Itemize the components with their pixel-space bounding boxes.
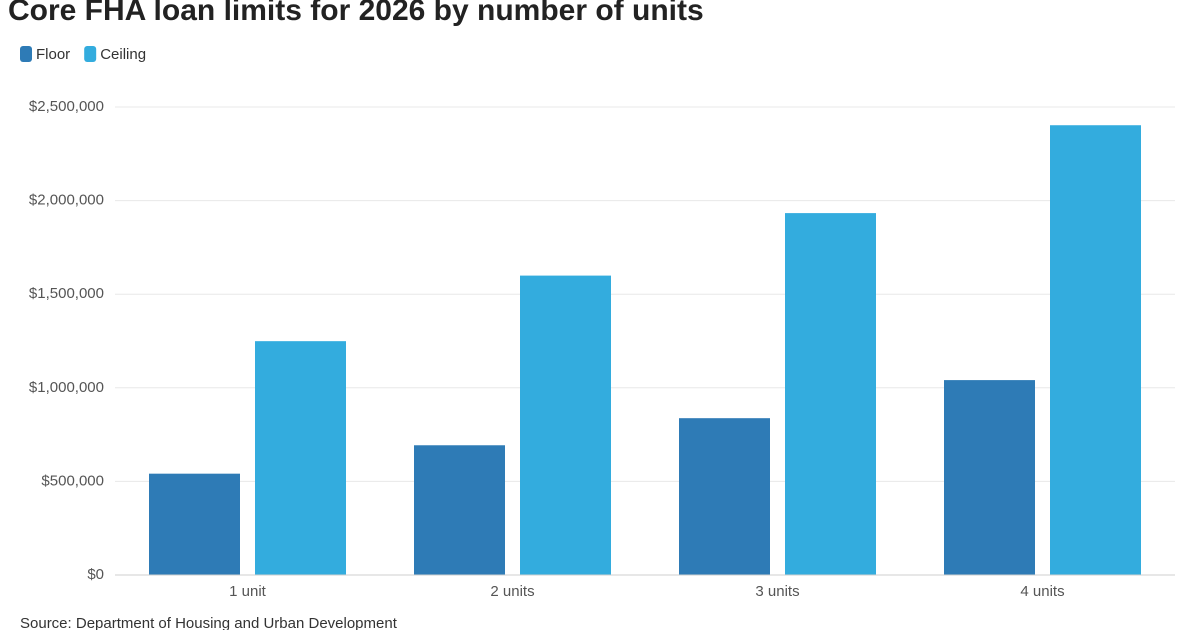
legend-label: Ceiling (100, 46, 146, 63)
y-tick-label: $2,500,000 (29, 98, 104, 115)
bar (944, 380, 1035, 575)
x-tick-label: 3 units (755, 583, 799, 600)
bar (255, 341, 346, 575)
x-tick-label: 1 unit (229, 583, 267, 600)
legend-swatch (20, 46, 32, 62)
bar (679, 418, 770, 575)
x-tick-label: 2 units (490, 583, 534, 600)
bar (414, 445, 505, 575)
legend-swatch (84, 46, 97, 62)
bar (785, 213, 876, 575)
chart-title: Core FHA loan limits for 2026 by number … (8, 0, 704, 27)
bar (520, 275, 611, 575)
x-tick-label: 4 units (1020, 583, 1064, 600)
y-tick-label: $1,500,000 (29, 285, 104, 302)
y-tick-label: $1,000,000 (29, 379, 104, 396)
y-tick-label: $0 (87, 566, 104, 583)
source-note: Source: Department of Housing and Urban … (20, 615, 398, 630)
legend-label: Floor (36, 46, 70, 63)
bar (149, 473, 240, 575)
y-tick-label: $2,000,000 (29, 192, 104, 209)
bar (1050, 125, 1141, 575)
y-tick-label: $500,000 (41, 472, 104, 489)
